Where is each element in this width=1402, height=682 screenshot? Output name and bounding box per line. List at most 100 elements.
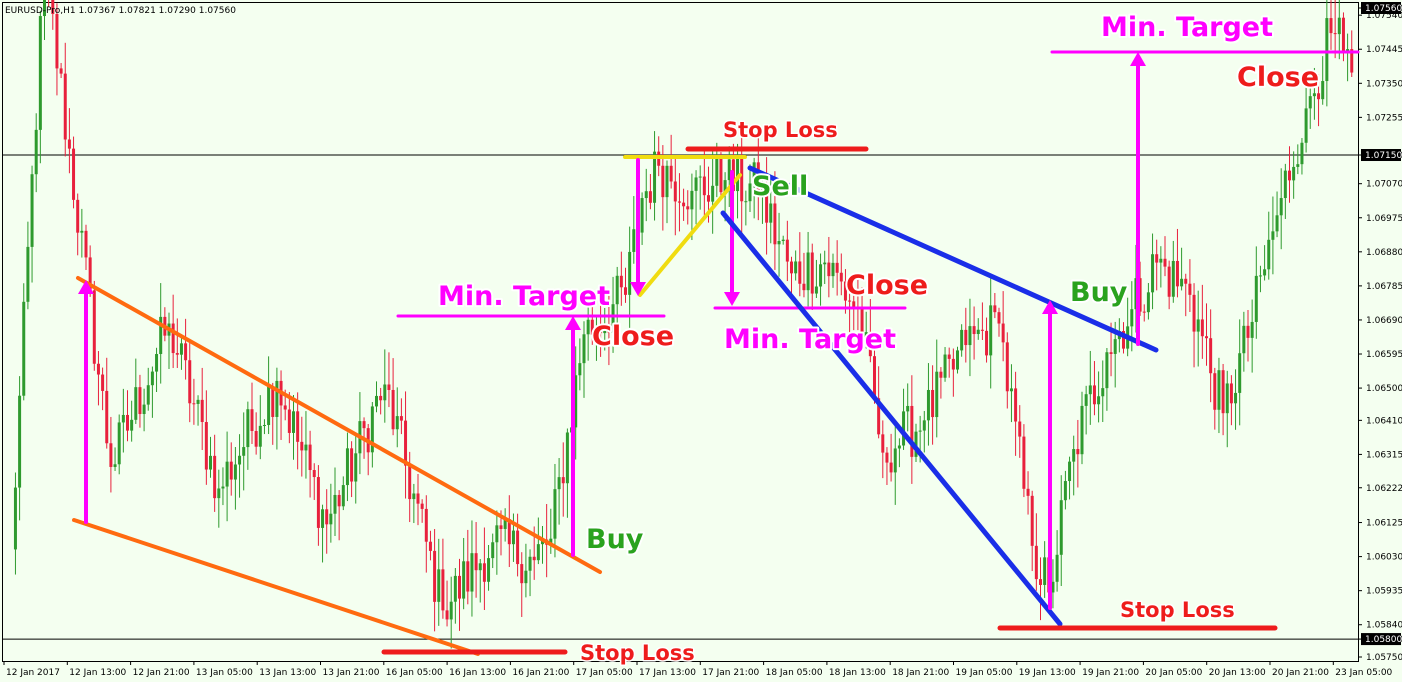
- candle-body: [1333, 33, 1337, 35]
- candle: [557, 458, 561, 525]
- candle-body: [922, 420, 926, 431]
- candle: [1080, 391, 1084, 465]
- candle-body: [947, 354, 951, 359]
- candle: [814, 259, 818, 298]
- candle: [578, 338, 582, 391]
- candle-body: [852, 301, 856, 308]
- candle-body: [760, 187, 764, 191]
- candle-body: [1138, 278, 1142, 312]
- candle: [1312, 67, 1316, 120]
- candle: [914, 423, 918, 463]
- candle: [1346, 33, 1350, 82]
- y-tick-label: 1.07540: [1366, 11, 1402, 21]
- candle-body: [333, 494, 337, 514]
- x-tick-label: 23 Jan 05:00: [1335, 668, 1392, 678]
- candle: [312, 463, 316, 500]
- candle-body: [935, 371, 939, 418]
- candle: [964, 307, 968, 363]
- candle: [105, 357, 109, 449]
- candle: [416, 473, 420, 526]
- candle: [495, 510, 499, 575]
- candle: [296, 392, 300, 470]
- candle-body: [1072, 449, 1076, 462]
- candle: [1142, 304, 1146, 322]
- candle-body: [184, 343, 188, 361]
- candle: [333, 467, 337, 537]
- candle: [1088, 350, 1092, 425]
- close-label-2: Close: [846, 270, 928, 301]
- candle-body: [557, 477, 561, 490]
- candle-body: [1146, 292, 1150, 313]
- candle: [217, 469, 221, 528]
- candle: [63, 42, 67, 157]
- candle-body: [665, 165, 669, 198]
- candle: [1039, 557, 1042, 621]
- candle-body: [1092, 385, 1096, 405]
- candle-body: [873, 356, 876, 399]
- x-tick-label: 18 Jan 13:00: [829, 668, 886, 678]
- candle-body: [370, 406, 374, 453]
- candle: [316, 465, 320, 546]
- candle: [404, 391, 408, 499]
- candle: [1321, 56, 1325, 105]
- candle-body: [723, 180, 727, 193]
- candle: [528, 549, 532, 597]
- candle: [673, 157, 677, 236]
- candle: [192, 378, 196, 425]
- candle-body: [814, 286, 818, 294]
- candle-body: [84, 230, 88, 258]
- candle-body: [1151, 254, 1155, 293]
- candle: [138, 374, 142, 428]
- candle-body: [1059, 500, 1063, 555]
- price-tag-bg: [1361, 633, 1401, 646]
- candle: [462, 537, 466, 610]
- candle-body: [1001, 323, 1005, 343]
- blue-upper-line: [747, 165, 1159, 353]
- candle: [1225, 370, 1229, 448]
- candle: [395, 387, 399, 448]
- candle-body: [225, 461, 229, 487]
- candle: [121, 388, 125, 453]
- candle: [744, 190, 748, 226]
- candle-body: [254, 430, 258, 447]
- candle-body: [1155, 254, 1159, 263]
- wedge-lower-line: [72, 518, 480, 656]
- candle: [997, 307, 1001, 337]
- candle: [619, 251, 623, 306]
- x-tick-label: 20 Jan 21:00: [1272, 668, 1329, 678]
- x-tick-label: 17 Jan 21:00: [702, 668, 759, 678]
- symbol-info: EURUSD-Pro,H1 1.07367 1.07821 1.07290 1.…: [5, 6, 236, 16]
- candle: [1246, 310, 1250, 362]
- wedge-height-arrow-head: [78, 280, 94, 294]
- candle-body: [325, 509, 329, 525]
- candle-body: [806, 252, 810, 291]
- candle-body: [1337, 17, 1341, 35]
- candle: [1171, 240, 1175, 303]
- yellow-height-arrow-head: [630, 282, 646, 296]
- x-tick-label: 19 Jan 13:00: [1019, 668, 1076, 678]
- candle: [906, 383, 910, 432]
- candle-body: [640, 198, 644, 233]
- candle: [1022, 424, 1026, 498]
- candle: [769, 176, 773, 244]
- x-tick-label: 13 Jan 13:00: [259, 668, 316, 678]
- candle-body: [868, 332, 872, 357]
- candle-body: [802, 283, 806, 291]
- candle: [458, 558, 461, 631]
- candle: [590, 292, 594, 345]
- candle: [43, 0, 46, 40]
- candle-body: [511, 530, 515, 545]
- candle: [1018, 405, 1022, 458]
- candle-body: [126, 414, 129, 431]
- candle: [196, 395, 200, 426]
- candle: [860, 287, 864, 351]
- candle-body: [1234, 392, 1238, 404]
- candle-body: [1196, 319, 1200, 332]
- candle-body: [1229, 383, 1233, 404]
- candle-body: [719, 158, 723, 193]
- candle: [1196, 290, 1200, 367]
- candle-body: [76, 199, 80, 233]
- candle: [827, 236, 831, 298]
